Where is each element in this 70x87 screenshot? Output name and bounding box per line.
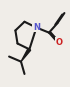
Polygon shape bbox=[21, 48, 31, 62]
Text: O: O bbox=[55, 38, 62, 47]
Text: N: N bbox=[33, 23, 40, 32]
